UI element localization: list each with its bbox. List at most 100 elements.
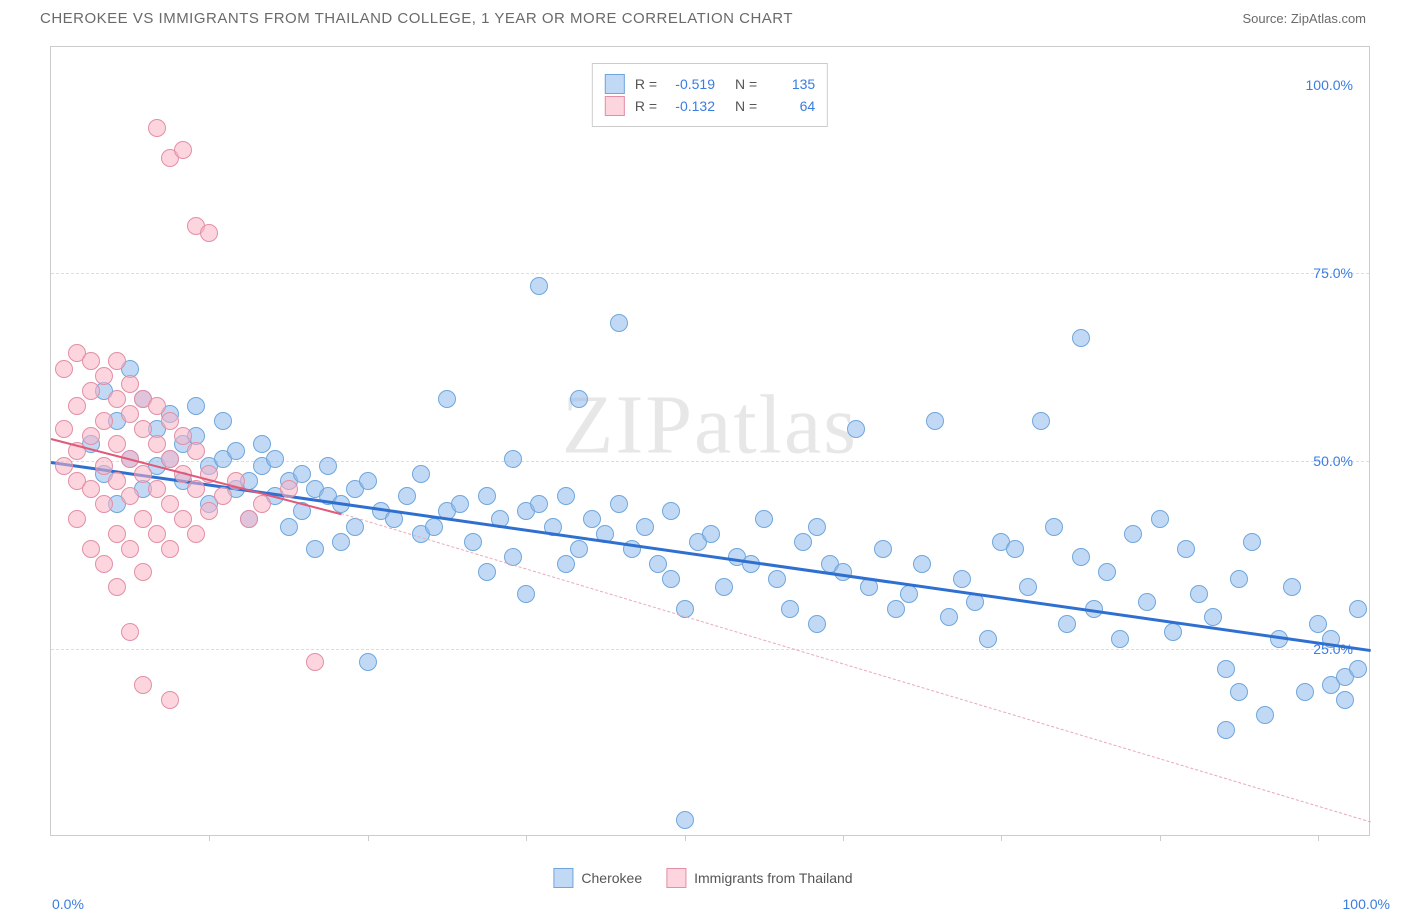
series-legend: CherokeeImmigrants from Thailand <box>553 868 852 888</box>
scatter-point <box>425 518 443 536</box>
scatter-point <box>253 495 271 513</box>
x-tick <box>209 835 210 841</box>
scatter-point <box>636 518 654 536</box>
scatter-point <box>1177 540 1195 558</box>
scatter-point <box>82 352 100 370</box>
scatter-point <box>293 465 311 483</box>
scatter-point <box>794 533 812 551</box>
scatter-point <box>148 397 166 415</box>
scatter-point <box>438 390 456 408</box>
legend-r-label: R = <box>635 98 657 114</box>
chart-title: CHEROKEE VS IMMIGRANTS FROM THAILAND COL… <box>40 10 793 27</box>
series-legend-item: Immigrants from Thailand <box>666 868 852 888</box>
scatter-point <box>95 555 113 573</box>
scatter-point <box>161 495 179 513</box>
scatter-point <box>306 653 324 671</box>
scatter-point <box>1217 660 1235 678</box>
legend-row: R =-0.519 N =135 <box>605 74 815 94</box>
scatter-point <box>214 412 232 430</box>
scatter-point <box>1098 563 1116 581</box>
legend-swatch <box>553 868 573 888</box>
scatter-point <box>161 691 179 709</box>
scatter-point <box>781 600 799 618</box>
scatter-point <box>570 390 588 408</box>
legend-n-label: N = <box>735 98 757 114</box>
legend-swatch <box>605 74 625 94</box>
scatter-point <box>1256 706 1274 724</box>
scatter-point <box>95 367 113 385</box>
scatter-point <box>95 495 113 513</box>
scatter-point <box>134 676 152 694</box>
scatter-point <box>1019 578 1037 596</box>
scatter-point <box>768 570 786 588</box>
scatter-point <box>1349 660 1367 678</box>
scatter-point <box>174 141 192 159</box>
x-tick <box>1160 835 1161 841</box>
scatter-point <box>174 510 192 528</box>
scatter-point <box>1204 608 1222 626</box>
chart-header: CHEROKEE VS IMMIGRANTS FROM THAILAND COL… <box>0 0 1406 31</box>
scatter-point <box>121 623 139 641</box>
y-tick-label: 100.0% <box>1306 77 1353 93</box>
series-legend-label: Immigrants from Thailand <box>694 870 852 886</box>
scatter-point <box>148 119 166 137</box>
legend-row: R =-0.132 N =64 <box>605 96 815 116</box>
scatter-point <box>1230 683 1248 701</box>
scatter-point <box>398 487 416 505</box>
x-axis-min-label: 0.0% <box>52 896 84 912</box>
scatter-point <box>148 525 166 543</box>
scatter-point <box>676 811 694 829</box>
legend-swatch <box>605 96 625 116</box>
correlation-legend: R =-0.519 N =135R =-0.132 N =64 <box>592 63 828 127</box>
scatter-point <box>1283 578 1301 596</box>
scatter-point <box>82 480 100 498</box>
gridline <box>51 461 1369 462</box>
scatter-point <box>504 450 522 468</box>
scatter-point <box>82 382 100 400</box>
scatter-point <box>134 465 152 483</box>
x-tick <box>1318 835 1319 841</box>
scatter-point <box>108 435 126 453</box>
scatter-point <box>359 653 377 671</box>
legend-n-value: 135 <box>767 76 815 92</box>
scatter-point <box>1045 518 1063 536</box>
scatter-point <box>913 555 931 573</box>
scatter-point <box>134 510 152 528</box>
scatter-point <box>359 472 377 490</box>
scatter-point <box>82 540 100 558</box>
legend-r-value: -0.519 <box>667 76 715 92</box>
scatter-point <box>610 314 628 332</box>
scatter-point <box>1243 533 1261 551</box>
scatter-point <box>464 533 482 551</box>
scatter-point <box>240 510 258 528</box>
scatter-point <box>68 510 86 528</box>
scatter-point <box>108 472 126 490</box>
scatter-point <box>55 457 73 475</box>
gridline <box>51 273 1369 274</box>
scatter-point <box>227 442 245 460</box>
scatter-point <box>1058 615 1076 633</box>
scatter-point <box>808 615 826 633</box>
scatter-point <box>187 525 205 543</box>
scatter-point <box>662 570 680 588</box>
scatter-point <box>834 563 852 581</box>
scatter-point <box>174 427 192 445</box>
scatter-point <box>55 420 73 438</box>
scatter-point <box>887 600 905 618</box>
scatter-point <box>1217 721 1235 739</box>
scatter-point <box>926 412 944 430</box>
scatter-point <box>755 510 773 528</box>
scatter-point <box>148 480 166 498</box>
scatter-point <box>715 578 733 596</box>
scatter-point <box>1230 570 1248 588</box>
gridline <box>51 649 1369 650</box>
scatter-point <box>266 450 284 468</box>
scatter-point <box>1309 615 1327 633</box>
scatter-point <box>1032 412 1050 430</box>
x-tick <box>843 835 844 841</box>
watermark: ZIPatlas <box>562 377 858 474</box>
x-tick <box>526 835 527 841</box>
scatter-point <box>940 608 958 626</box>
scatter-point <box>95 457 113 475</box>
scatter-point <box>874 540 892 558</box>
